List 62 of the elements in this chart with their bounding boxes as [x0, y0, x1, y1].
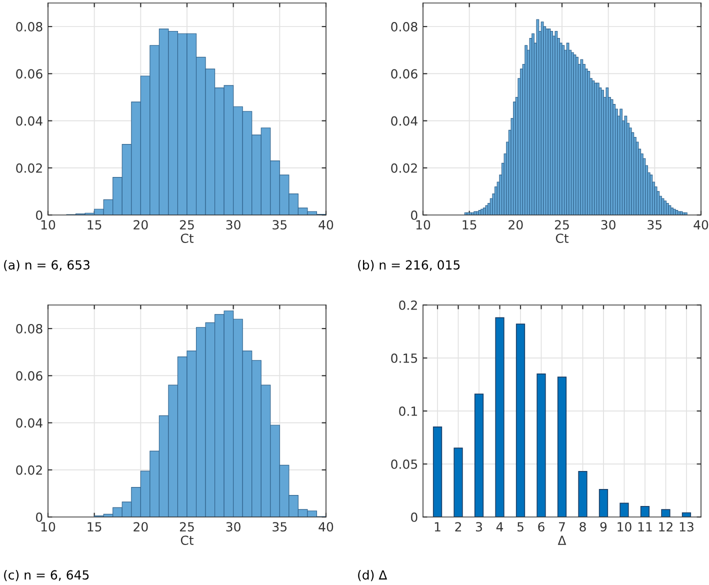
y-tick-label: 0.04: [16, 418, 42, 428]
x-tick-label: 40: [318, 522, 334, 532]
y-tick-label: 0.04: [16, 116, 42, 126]
y-tick-label: 0.05: [391, 459, 418, 469]
x-tick-label: 35: [272, 220, 287, 230]
x-tick-label: 15: [462, 220, 476, 230]
x-tick-label: 2: [455, 522, 461, 532]
x-tick-label: 35: [272, 522, 287, 532]
x-tick-label: 25: [180, 522, 194, 532]
x-tick-label: 10: [41, 220, 56, 230]
x-tick-label: 20: [508, 220, 523, 230]
x-tick-label: 15: [88, 522, 102, 532]
x-tick-label: 3: [476, 522, 482, 532]
x-tick-label: 25: [554, 220, 569, 230]
y-tick-label: 0: [411, 512, 418, 522]
x-tick-label: 40: [694, 220, 708, 230]
x-tick-label: 6: [538, 522, 544, 532]
y-tick-label: 0.06: [391, 69, 418, 79]
y-tick-label: 0.1: [399, 406, 417, 416]
text: (a) n = 6, 653: [4, 260, 90, 272]
y-tick-label: 0.2: [399, 300, 417, 310]
x-tick-label: 20: [134, 220, 148, 230]
x-tick-label: 13: [680, 522, 694, 532]
text: (d) Δ: [358, 570, 388, 582]
y-tick-label: 0.06: [16, 69, 42, 79]
x-tick-label: 7: [559, 522, 565, 532]
text: (b) n = 216, 015: [358, 260, 460, 272]
y-tick-label: 0.02: [16, 465, 42, 475]
y-tick-label: 0.08: [16, 324, 42, 334]
y-tick-label: 0.08: [391, 22, 418, 32]
x-tick-label: 30: [226, 522, 240, 532]
y-tick-label: 0.04: [391, 116, 418, 126]
x-tick-label: 5: [517, 522, 524, 532]
y-tick-label: 0.02: [16, 163, 42, 173]
x-tick-label: 30: [226, 220, 240, 230]
x-axis-title: Δ: [558, 536, 566, 545]
x-tick-label: 4: [496, 522, 504, 532]
x-tick-label: 15: [88, 220, 102, 230]
y-tick-label: 0.02: [391, 163, 417, 173]
x-axis-title: Ct: [180, 234, 194, 244]
text: (c) n = 6, 645: [4, 570, 89, 582]
y-tick-label: 0.06: [16, 371, 42, 381]
x-tick-label: 10: [618, 522, 632, 532]
x-tick-label: 20: [134, 522, 148, 532]
x-tick-label: 1: [434, 522, 440, 532]
y-tick-label: 0: [36, 512, 42, 522]
x-tick-label: 8: [580, 522, 586, 532]
y-tick-label: 0: [411, 210, 418, 220]
x-tick-label: 25: [180, 220, 194, 230]
x-tick-label: 35: [648, 220, 662, 230]
x-tick-label: 30: [601, 220, 616, 230]
x-tick-label: 9: [600, 522, 607, 532]
x-axis-title: Ct: [556, 234, 569, 244]
y-tick-label: 0.08: [16, 22, 42, 32]
x-tick-label: 11: [638, 522, 652, 532]
y-tick-label: 0.15: [391, 353, 418, 363]
x-tick-label: 40: [318, 220, 334, 230]
x-tick-label: 10: [41, 522, 56, 532]
y-tick-label: 0: [36, 210, 42, 220]
x-tick-label: 10: [416, 220, 430, 230]
x-tick-label: 12: [659, 522, 672, 532]
x-axis-title: Ct: [180, 536, 194, 546]
